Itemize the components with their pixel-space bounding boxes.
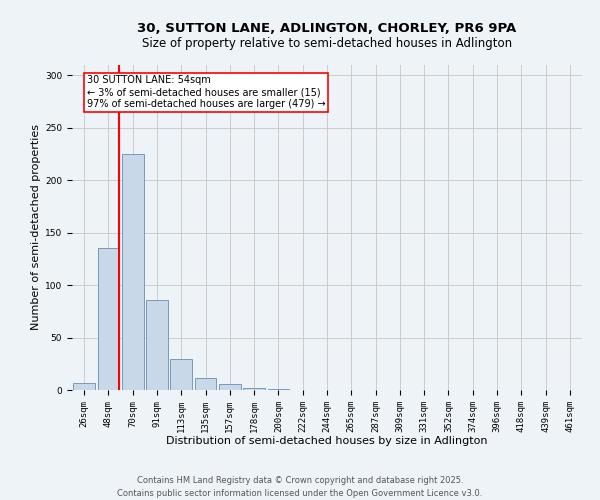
Text: 30, SUTTON LANE, ADLINGTON, CHORLEY, PR6 9PA: 30, SUTTON LANE, ADLINGTON, CHORLEY, PR6…: [137, 22, 517, 36]
Text: Contains HM Land Registry data © Crown copyright and database right 2025.
Contai: Contains HM Land Registry data © Crown c…: [118, 476, 482, 498]
Bar: [170, 358, 192, 390]
Bar: [243, 388, 265, 390]
Bar: [97, 248, 119, 390]
Bar: [146, 300, 168, 390]
Bar: [122, 154, 143, 390]
Bar: [73, 382, 95, 390]
Title: 30, SUTTON LANE, ADLINGTON, CHORLEY, PR6 9PA
Size of property relative to semi-d: 30, SUTTON LANE, ADLINGTON, CHORLEY, PR6…: [0, 499, 1, 500]
Y-axis label: Number of semi-detached properties: Number of semi-detached properties: [31, 124, 41, 330]
Bar: [268, 389, 289, 390]
Text: 30 SUTTON LANE: 54sqm
← 3% of semi-detached houses are smaller (15)
97% of semi-: 30 SUTTON LANE: 54sqm ← 3% of semi-detac…: [86, 76, 325, 108]
Bar: [194, 378, 217, 390]
X-axis label: Distribution of semi-detached houses by size in Adlington: Distribution of semi-detached houses by …: [166, 436, 488, 446]
Text: Size of property relative to semi-detached houses in Adlington: Size of property relative to semi-detach…: [142, 38, 512, 51]
Bar: [219, 384, 241, 390]
